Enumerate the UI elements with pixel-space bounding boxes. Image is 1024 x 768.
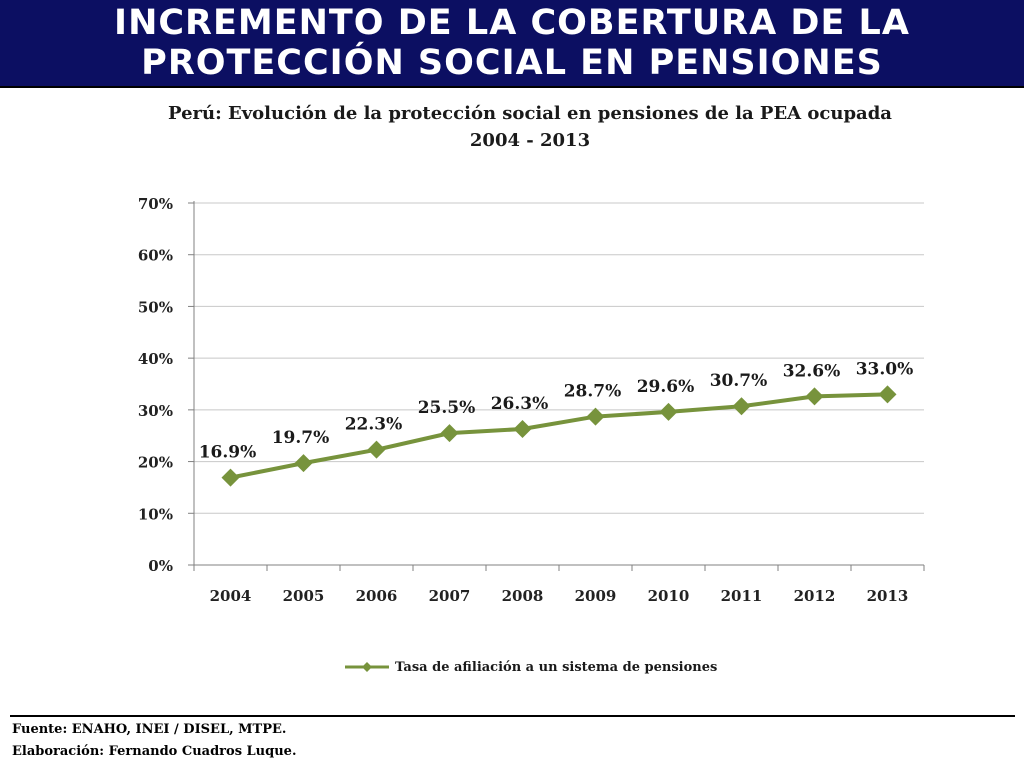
chart-title: Perú: Evolución de la protección social … bbox=[168, 103, 892, 124]
footer-source: Fuente: ENAHO, INEI / DISEL, MTPE. bbox=[12, 722, 287, 737]
chart-subtitle: 2004 - 2013 bbox=[469, 130, 591, 151]
y-tick-label: 10% bbox=[138, 505, 173, 523]
data-label: 33.0% bbox=[856, 359, 914, 379]
data-point-marker bbox=[221, 468, 240, 487]
legend-label: Tasa de afiliación a un sistema de pensi… bbox=[395, 659, 718, 675]
x-tick-label: 2009 bbox=[575, 587, 617, 605]
footer-divider bbox=[10, 715, 1015, 717]
data-point-marker bbox=[367, 440, 386, 459]
data-point-marker bbox=[294, 454, 313, 473]
x-tick-label: 2004 bbox=[210, 587, 252, 605]
line-chart: 0% 10% 20% 30% 40% 50% 60% 70% 2004 2005 2006 2007 2… bbox=[138, 195, 925, 605]
data-point-marker bbox=[732, 397, 751, 416]
x-tick-label: 2005 bbox=[283, 587, 325, 605]
y-tick-label: 50% bbox=[138, 298, 173, 316]
data-label: 26.3% bbox=[491, 394, 549, 414]
x-tick-label: 2010 bbox=[648, 587, 690, 605]
slide-title-line-2: PROTECCIÓN SOCIAL EN PENSIONES bbox=[141, 43, 883, 83]
data-point-marker bbox=[659, 402, 678, 421]
data-label: 22.3% bbox=[345, 415, 403, 435]
y-tick-label: 30% bbox=[138, 402, 173, 420]
y-tick-label: 0% bbox=[148, 557, 173, 575]
x-tick-label: 2006 bbox=[356, 587, 398, 605]
data-point-marker bbox=[586, 407, 605, 426]
data-label: 28.7% bbox=[564, 382, 622, 402]
x-tick-label: 2013 bbox=[867, 587, 909, 605]
data-label: 29.6% bbox=[637, 377, 695, 397]
legend-line-marker bbox=[345, 662, 389, 672]
x-tick-label: 2012 bbox=[794, 587, 836, 605]
data-label: 30.7% bbox=[710, 371, 768, 391]
slide-title-line-1: INCREMENTO DE LA COBERTURA DE LA bbox=[114, 3, 910, 43]
data-point-marker bbox=[805, 387, 824, 406]
y-tick-label: 60% bbox=[138, 247, 173, 265]
y-tick-label: 40% bbox=[138, 350, 173, 368]
y-tick-label: 20% bbox=[138, 454, 173, 472]
title-banner: INCREMENTO DE LA COBERTURA DE LA PROTECC… bbox=[0, 0, 1024, 88]
data-label: 32.6% bbox=[783, 361, 841, 381]
chart-legend: Tasa de afiliación a un sistema de pensi… bbox=[343, 657, 717, 677]
series-line bbox=[230, 392, 888, 480]
x-tick-label: 2007 bbox=[429, 587, 471, 605]
data-label: 16.9% bbox=[199, 443, 257, 463]
data-point-marker bbox=[878, 385, 897, 404]
data-point-marker bbox=[440, 424, 459, 443]
data-label: 25.5% bbox=[418, 398, 476, 418]
data-label: 19.7% bbox=[272, 428, 330, 448]
x-tick-label: 2011 bbox=[721, 587, 763, 605]
x-tick-label: 2008 bbox=[502, 587, 544, 605]
y-tick-label: 70% bbox=[138, 195, 173, 213]
data-point-marker bbox=[513, 419, 532, 438]
footer-author: Elaboración: Fernando Cuadros Luque. bbox=[12, 744, 297, 759]
